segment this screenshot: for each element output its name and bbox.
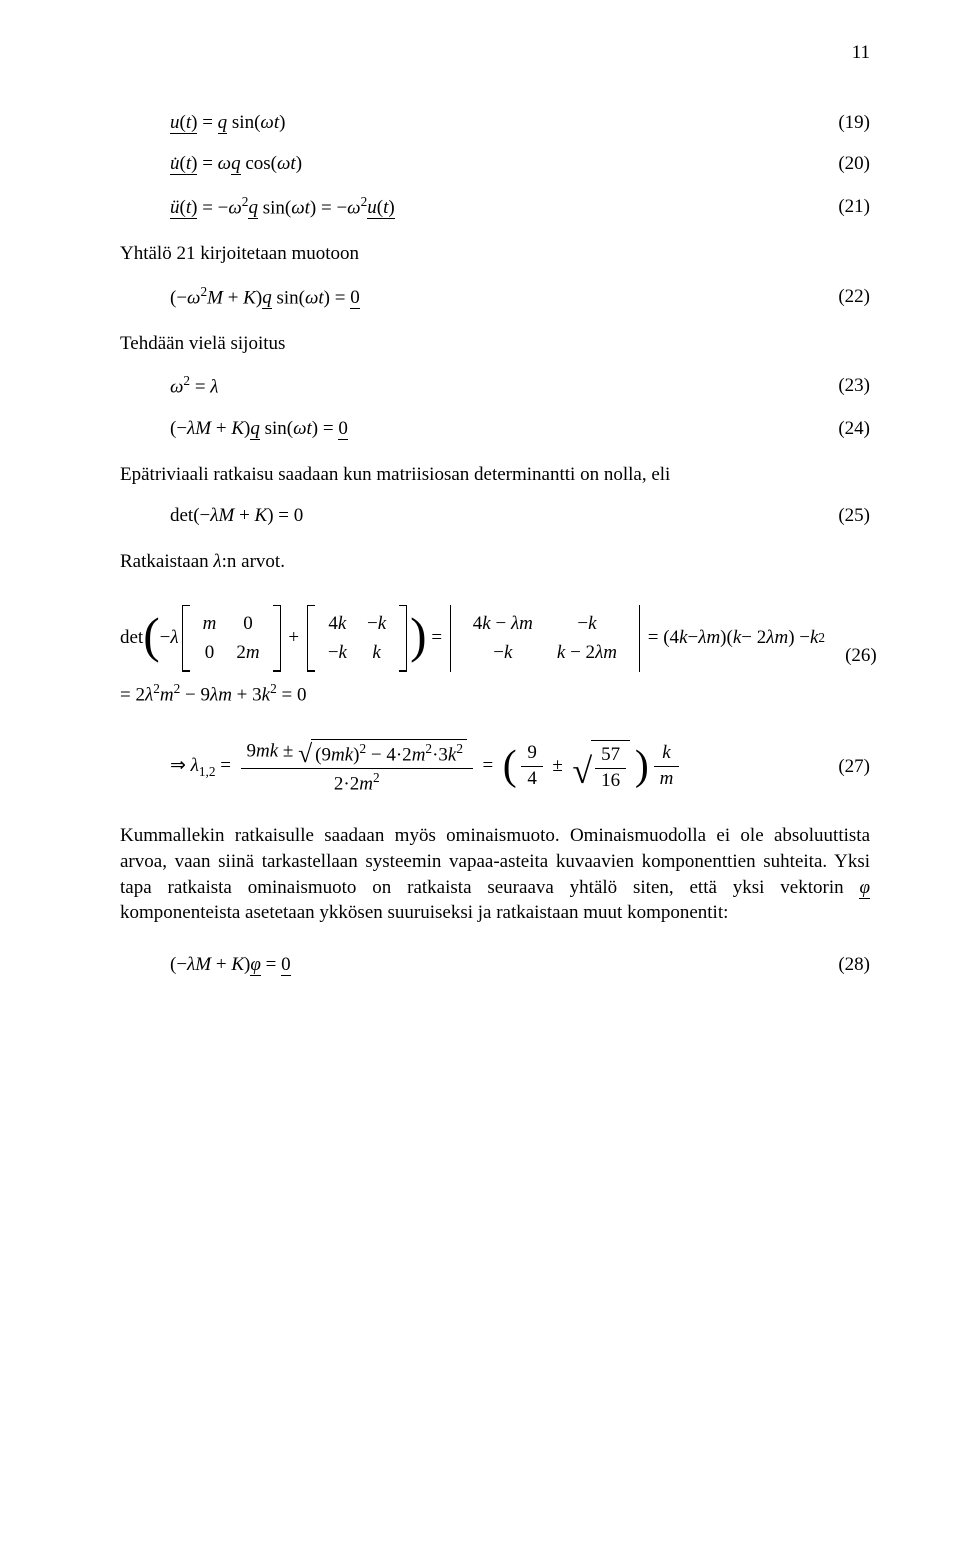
body-paragraph: Kummallekin ratkaisulle saadaan myös omi… (120, 823, 870, 926)
eq24-num: (24) (818, 416, 870, 442)
eq22-body: (−ω2M + K)q sin(ωt) = 0 (120, 283, 360, 311)
eq22-num: (22) (818, 284, 870, 310)
equation-22: (−ω2M + K)q sin(ωt) = 0 (22) (120, 283, 870, 311)
eq26-mat-M: m002m (182, 605, 281, 672)
equation-23: ω2 = λ (23) (120, 372, 870, 400)
equation-25: det(−λM + K) = 0 (25) (120, 503, 870, 529)
eq26-mat-K: 4k−k−kk (307, 605, 407, 672)
eq26-num: (26) (825, 643, 877, 669)
para-4: Ratkaistaan λ:n arvot. (120, 549, 870, 575)
equation-26: det(−λ m002m + 4k−k−kk ) = 4k − λm−k−kk … (120, 605, 870, 708)
para-1: Yhtälö 21 kirjoitetaan muotoon (120, 241, 870, 267)
eq21-body: ü(t) = −ω2q sin(ωt) = −ω2u(t) (120, 193, 395, 221)
eq27-body: ⇒ λ1,2 = 9mk ± √ (9mk)2 − 4·2m2·3k2 2·2m… (120, 736, 679, 797)
eq23-body: ω2 = λ (120, 372, 219, 400)
eq26-det: 4k − λm−k−kk − 2λm (450, 605, 640, 672)
eq20-num: (20) (818, 151, 870, 177)
eq27-num: (27) (818, 754, 870, 780)
para-3: Epätriviaali ratkaisu saadaan kun matrii… (120, 462, 870, 488)
eq20-body: u̇(t) = ωq cos(ωt) (120, 151, 302, 177)
eq23-num: (23) (818, 373, 870, 399)
page-number: 11 (120, 40, 870, 66)
para-2: Tehdään vielä sijoitus (120, 331, 870, 357)
eq21-num: (21) (818, 194, 870, 220)
eq24-body: (−λM + K)q sin(ωt) = 0 (120, 416, 348, 442)
eq28-body: (−λM + K)φ = 0 (120, 952, 291, 978)
equation-27: ⇒ λ1,2 = 9mk ± √ (9mk)2 − 4·2m2·3k2 2·2m… (120, 736, 870, 797)
eq19-body: u(t) = q sin(ωt) (120, 110, 285, 136)
eq26-body: det(−λ m002m + 4k−k−kk ) = 4k − λm−k−kk … (120, 605, 825, 708)
equation-28: (−λM + K)φ = 0 (28) (120, 952, 870, 978)
eq25-num: (25) (818, 503, 870, 529)
equation-24: (−λM + K)q sin(ωt) = 0 (24) (120, 416, 870, 442)
equation-20: u̇(t) = ωq cos(ωt) (20) (120, 151, 870, 177)
equation-21: ü(t) = −ω2q sin(ωt) = −ω2u(t) (21) (120, 193, 870, 221)
eq28-num: (28) (818, 952, 870, 978)
equation-19: u(t) = q sin(ωt) (19) (120, 110, 870, 136)
eq25-body: det(−λM + K) = 0 (120, 503, 303, 529)
eq19-num: (19) (818, 110, 870, 136)
